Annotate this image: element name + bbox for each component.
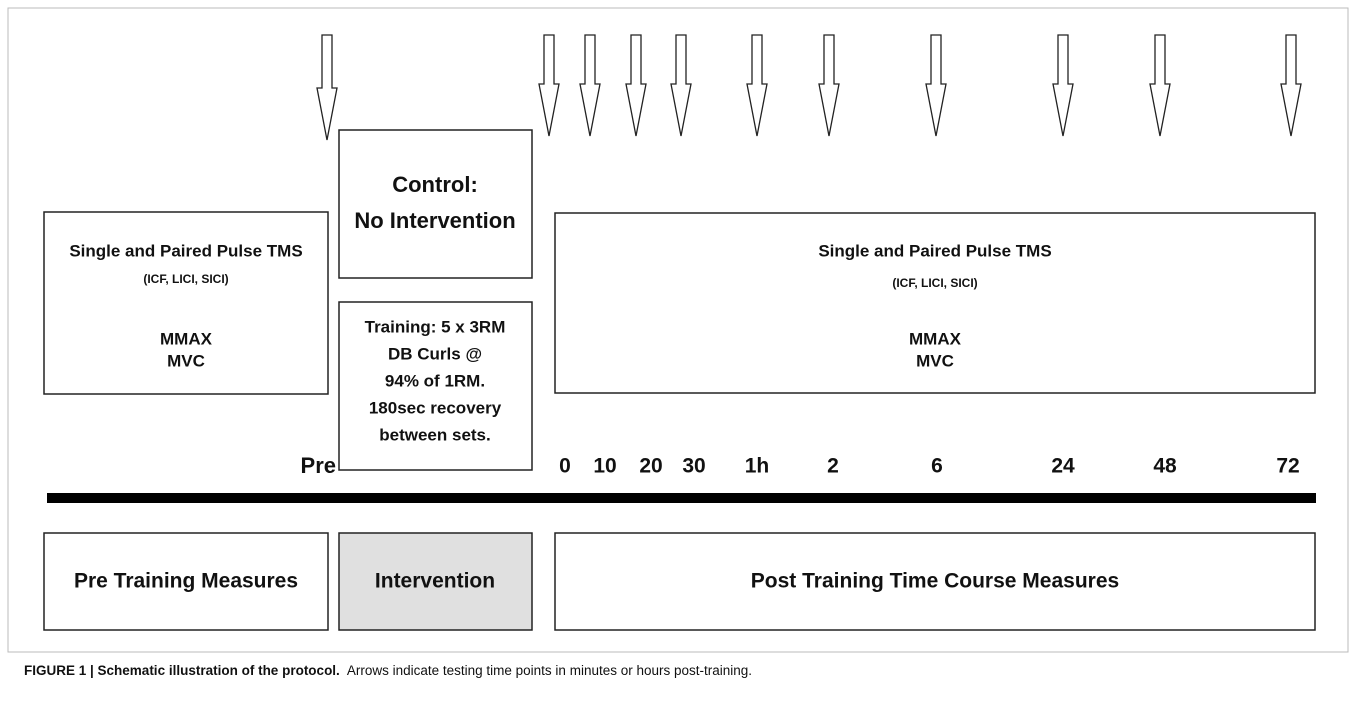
time-points: 0 10 20 30 1h 2 6 24 48 72 [559, 455, 1300, 478]
training-line: Training: 5 x 3RM [365, 317, 506, 336]
caption-label: FIGURE 1 | Schematic illustration of the… [24, 663, 340, 678]
arrow [1052, 34, 1074, 137]
post-box-title: Single and Paired Pulse TMS [818, 241, 1051, 260]
training-lines: Training: 5 x 3RM DB Curls @ 94% of 1RM. 18… [365, 317, 506, 444]
arrows [316, 34, 1302, 141]
training-line: between sets. [379, 425, 491, 444]
arrow [925, 34, 947, 137]
pre-box-line: MMAX [160, 329, 213, 348]
pre-box-subtitle: (ICF, LICI, SICI) [143, 272, 228, 286]
post-box [554, 212, 1316, 394]
post-box-line: MMAX [909, 329, 962, 348]
time-point-label: 6 [931, 455, 943, 478]
time-point-label: 2 [827, 455, 839, 478]
pre-box [43, 211, 329, 395]
arrow [538, 34, 560, 137]
phase-label: Pre Training Measures [74, 570, 298, 593]
arrow [1149, 34, 1171, 137]
post-box-line: MVC [916, 351, 954, 370]
arrow [1280, 34, 1302, 137]
time-point-label: 30 [682, 455, 705, 478]
arrow [670, 34, 692, 137]
arrow [316, 34, 338, 141]
training-line: 180sec recovery [369, 398, 502, 417]
pre-box-line: MVC [167, 351, 205, 370]
timeline-bar [47, 493, 1316, 503]
time-point-label: 1h [745, 455, 770, 478]
figure-frame [7, 7, 1349, 653]
arrow [818, 34, 840, 137]
phase-box [43, 532, 329, 631]
arrow [625, 34, 647, 137]
time-point-label: 10 [593, 455, 616, 478]
phase-label: Intervention [375, 570, 495, 593]
pre-label: Pre [301, 453, 336, 478]
caption: FIGURE 1 | Schematic illustration of the… [24, 663, 752, 678]
time-point-label: 72 [1276, 455, 1299, 478]
time-point-label: 24 [1051, 455, 1075, 478]
phase-label: Post Training Time Course Measures [751, 570, 1119, 593]
phase-box [554, 532, 1316, 631]
pre-box-title: Single and Paired Pulse TMS [69, 241, 302, 260]
training-line: DB Curls @ [388, 344, 482, 363]
control-line: Control: [392, 172, 478, 197]
time-point-label: 48 [1153, 455, 1177, 478]
time-point-label: 20 [639, 455, 662, 478]
caption-text: Arrows indicate testing time points in m… [347, 663, 752, 678]
post-box-subtitle: (ICF, LICI, SICI) [892, 276, 977, 290]
time-point-label: 0 [559, 455, 571, 478]
control-line: No Intervention [354, 208, 515, 233]
arrow [579, 34, 601, 137]
training-line: 94% of 1RM. [385, 371, 485, 390]
control-box [338, 129, 533, 279]
phase-box [338, 532, 533, 631]
training-box [338, 301, 533, 471]
arrow [746, 34, 768, 137]
